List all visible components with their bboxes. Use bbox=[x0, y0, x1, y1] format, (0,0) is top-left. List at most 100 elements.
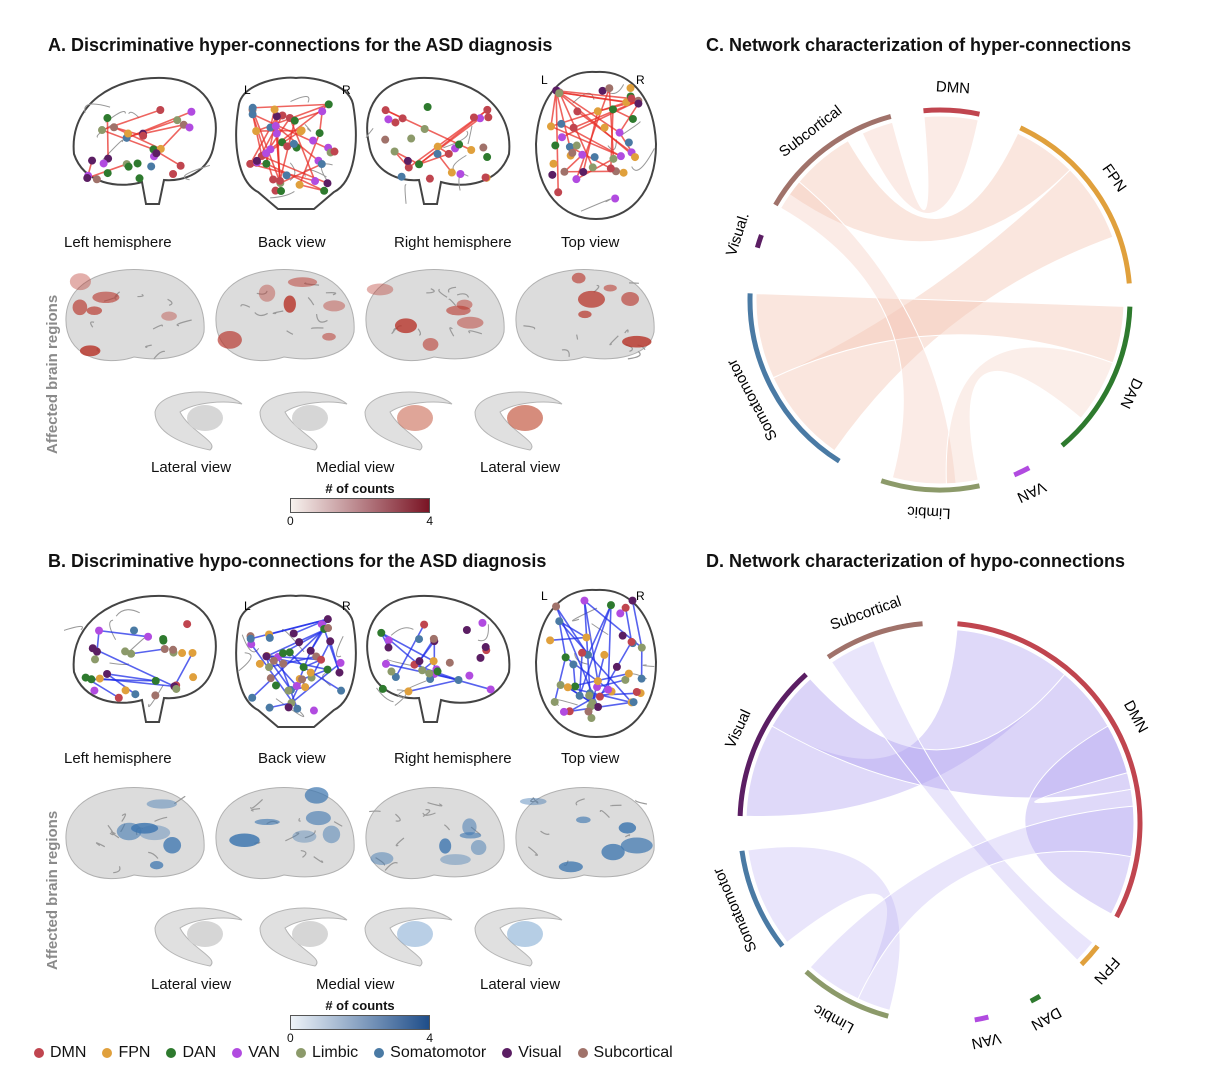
region-node bbox=[279, 649, 288, 658]
network-label: FPN bbox=[1090, 954, 1123, 988]
region-node bbox=[559, 707, 568, 716]
connection-edge bbox=[408, 679, 459, 693]
connection-edge bbox=[252, 103, 329, 109]
region-node bbox=[425, 174, 434, 183]
legend-item: VAN bbox=[232, 1044, 280, 1062]
sulcus-line bbox=[300, 849, 307, 858]
region-node bbox=[87, 675, 96, 684]
subcortical-nucleus bbox=[292, 921, 328, 947]
region-node bbox=[272, 681, 281, 690]
region-node bbox=[377, 628, 386, 637]
left-side-label: L bbox=[244, 83, 251, 97]
legend-label: Somatomotor bbox=[390, 1044, 487, 1061]
view-label-right-hemisphere: Right hemisphere bbox=[394, 234, 512, 251]
right-side-label: R bbox=[342, 83, 351, 97]
region-node bbox=[627, 94, 636, 103]
affected-region bbox=[92, 291, 120, 304]
connection-edge bbox=[563, 154, 583, 173]
region-node bbox=[147, 162, 156, 171]
colorbar-title: # of counts bbox=[325, 481, 395, 496]
region-node bbox=[88, 644, 97, 653]
region-node bbox=[578, 150, 587, 159]
connection-edge bbox=[596, 679, 626, 688]
sulcus-line bbox=[152, 324, 163, 330]
region-node bbox=[323, 665, 332, 674]
connection-edge bbox=[618, 103, 640, 134]
region-node bbox=[176, 161, 185, 170]
region-node bbox=[92, 175, 101, 184]
sulcus-line bbox=[298, 817, 301, 822]
region-node bbox=[130, 626, 139, 635]
affected-region bbox=[577, 290, 605, 308]
legend-item: Somatomotor bbox=[374, 1044, 486, 1062]
sulcus-line bbox=[285, 832, 300, 842]
glass-brain-outline bbox=[72, 76, 217, 205]
region-node bbox=[90, 686, 99, 695]
region-node bbox=[595, 692, 604, 701]
legend-item: DAN bbox=[166, 1044, 216, 1062]
connection-edge bbox=[268, 618, 329, 636]
network-arc bbox=[737, 672, 808, 817]
subcortical-structure bbox=[364, 391, 453, 451]
region-node bbox=[611, 194, 620, 203]
region-node bbox=[255, 659, 264, 668]
affected-region bbox=[161, 311, 177, 321]
region-node bbox=[121, 686, 130, 695]
connection-edge bbox=[558, 92, 636, 158]
gyrus-line bbox=[84, 103, 111, 113]
connection-edge bbox=[418, 153, 450, 166]
region-node bbox=[624, 138, 633, 147]
region-node bbox=[124, 162, 133, 171]
region-node bbox=[103, 669, 112, 678]
sulcus-line bbox=[144, 344, 152, 348]
glass-brain-outline bbox=[534, 70, 658, 221]
region-node bbox=[605, 84, 614, 93]
region-node bbox=[550, 697, 559, 706]
gyrus-line bbox=[376, 687, 394, 703]
affected-region bbox=[86, 306, 103, 315]
region-node bbox=[295, 180, 304, 189]
affected-region bbox=[254, 818, 280, 826]
view-label-left-hemisphere: Left hemisphere bbox=[64, 750, 172, 767]
legend-label: Visual bbox=[518, 1044, 562, 1061]
region-node bbox=[272, 112, 281, 121]
region-node bbox=[624, 669, 633, 678]
connection-edge bbox=[251, 114, 263, 157]
region-node bbox=[615, 128, 624, 137]
colorbar-max: 4 bbox=[426, 1031, 433, 1045]
network-label: VAN bbox=[1014, 478, 1048, 506]
gyrus-line bbox=[642, 664, 655, 668]
affected-region bbox=[576, 816, 591, 824]
connection-edge bbox=[106, 673, 136, 695]
region-node bbox=[187, 107, 196, 116]
region-node bbox=[384, 643, 393, 652]
affected-region bbox=[79, 345, 101, 357]
connection-edge bbox=[578, 604, 612, 697]
region-node bbox=[139, 131, 148, 140]
region-node bbox=[590, 153, 599, 162]
gyrus-line bbox=[443, 130, 469, 149]
sulcus-line bbox=[240, 304, 251, 308]
affected-region bbox=[603, 284, 617, 292]
chord-ribbon bbox=[945, 346, 1114, 485]
region-node bbox=[336, 658, 345, 667]
region-node bbox=[618, 631, 627, 640]
view-label-back: Back view bbox=[258, 234, 326, 251]
sulcus-line bbox=[624, 329, 629, 334]
glass-brain-outline bbox=[72, 594, 217, 723]
region-node bbox=[289, 139, 298, 148]
region-node bbox=[604, 685, 613, 694]
sulcus-line bbox=[304, 830, 316, 839]
region-node bbox=[326, 637, 335, 646]
sulcus-line bbox=[272, 310, 284, 315]
region-node bbox=[425, 669, 434, 678]
region-node bbox=[587, 714, 596, 723]
region-node bbox=[627, 637, 636, 646]
affected-region bbox=[422, 337, 439, 351]
subcortical-structure bbox=[474, 907, 563, 967]
sulcus-line bbox=[527, 846, 538, 856]
sulcus-line bbox=[250, 808, 261, 812]
connection-edge bbox=[558, 620, 587, 639]
sulcus-line bbox=[137, 293, 144, 298]
region-node bbox=[159, 634, 168, 643]
